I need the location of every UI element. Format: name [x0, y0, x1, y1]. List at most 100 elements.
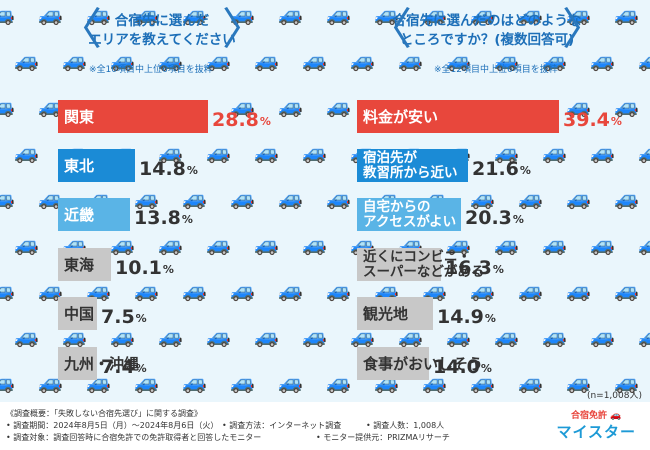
right-value-number: 14.0	[433, 356, 480, 378]
car-icon: 🚙	[110, 48, 135, 72]
left-value-unit: %	[162, 263, 174, 276]
car-icon: 🚙	[470, 370, 495, 394]
right-title-line-1: 合宿先に選んだのはどのような	[392, 13, 582, 29]
car-icon: 🚙	[350, 48, 375, 72]
left-bar	[58, 198, 130, 231]
left-value-unit: %	[259, 115, 271, 128]
car-icon: 🚙	[278, 2, 303, 26]
sample-size-note: (n=1,008人)	[586, 391, 642, 401]
car-icon: 🚙	[230, 278, 255, 302]
right-bar	[357, 347, 429, 380]
car-icon: 🚙	[206, 232, 231, 256]
car-icon: 🚙	[566, 94, 591, 118]
car-icon: 🚙	[134, 278, 159, 302]
left-value-label: 13.8%	[134, 198, 193, 231]
left-value-unit: %	[135, 312, 147, 325]
right-bar-row: 近くにコンビニ・ スーパーなどがある 16.3%	[357, 248, 504, 281]
left-category-label: 関東	[64, 107, 95, 126]
car-icon: 🚙	[230, 2, 255, 26]
car-icon: 🚙	[158, 140, 183, 164]
left-bar-row: 関東 28.8%	[58, 100, 271, 133]
car-icon: 🚙	[422, 2, 447, 26]
car-icon: 🚙	[614, 2, 639, 26]
car-icon: 🚙	[542, 48, 567, 72]
car-icon: 🚙	[374, 2, 399, 26]
car-icon: 🚙	[38, 186, 63, 210]
car-icon: 🚙	[110, 232, 135, 256]
car-icon: 🚙	[302, 324, 327, 348]
car-icon: 🚙	[518, 2, 543, 26]
right-bar-row: 食事がおいしそう 14.0%	[357, 347, 492, 380]
car-icon: 🚙	[566, 186, 591, 210]
left-title-line-1: 合宿先に選んだ	[114, 13, 210, 29]
left-value-label: 10.1%	[115, 248, 174, 281]
right-bar-row: 観光地 14.9%	[357, 297, 496, 330]
car-icon: 🚙	[86, 278, 111, 302]
car-icon: 🚙	[566, 370, 591, 394]
right-value-label: 21.6%	[472, 149, 531, 182]
left-bar-row: 中国 7.5%	[58, 297, 147, 330]
left-value-label: 7.4%	[101, 347, 147, 380]
car-icon: 🚙	[14, 140, 39, 164]
car-icon: 🚙	[254, 140, 279, 164]
car-icon: 🚙	[638, 50, 650, 70]
car-icon: 🚙	[518, 278, 543, 302]
car-icon: 🚙	[254, 232, 279, 256]
right-note: ※全12項目中上位6項目を抜粋	[434, 65, 558, 75]
car-icon: 🚙	[38, 370, 63, 394]
car-icon: 🚙	[446, 48, 471, 72]
car-icon: 🚙	[230, 370, 255, 394]
car-icon: 🚙	[182, 186, 207, 210]
right-value-label: 39.4%	[563, 100, 622, 133]
car-icon: 🚙	[134, 2, 159, 26]
right-category-label: 食事がおいしそう	[363, 354, 484, 373]
left-value-number: 28.8	[212, 109, 259, 131]
bracket-left-icon: 〈	[368, 4, 412, 55]
right-value-label: 14.9%	[437, 297, 496, 330]
car-icon: 🚙	[182, 370, 207, 394]
right-value-number: 39.4	[563, 109, 610, 131]
car-icon: 🚙	[38, 2, 63, 26]
car-icon: 🚙	[518, 370, 543, 394]
right-chart-heading: 〈 合宿先に選んだのはどのような ところですか？(複数回答可) 〉	[368, 6, 606, 56]
car-icon: 🚙	[590, 48, 615, 72]
car-icon: 🚙	[62, 48, 87, 72]
car-icon: 🚙	[14, 324, 39, 348]
right-value-label: 20.3%	[465, 198, 524, 231]
car-icon: 🚙	[398, 48, 423, 72]
left-bar-row: 九州・沖縄 7.4%	[58, 347, 147, 380]
car-icon: 🚙	[542, 140, 567, 164]
right-value-number: 14.9	[437, 306, 484, 328]
left-value-number: 7.4	[101, 356, 135, 378]
left-bar	[58, 297, 97, 330]
left-bar	[58, 347, 97, 380]
left-bar-row: 東海 10.1%	[58, 248, 174, 281]
left-value-number: 7.5	[101, 306, 135, 328]
left-category-label: 中国	[64, 304, 95, 323]
car-icon: 🚙	[350, 324, 375, 348]
right-bar-row: 自宅からの アクセスがよい 20.3%	[357, 198, 524, 231]
car-icon: 🚙	[206, 48, 231, 72]
car-icon: 🚙	[566, 278, 591, 302]
car-icon: 🚙	[158, 48, 183, 72]
car-icon: 🚙	[278, 278, 303, 302]
car-icon: 🚙	[0, 278, 15, 302]
right-category-label: 観光地	[363, 304, 409, 323]
car-icon: 🚙	[278, 186, 303, 210]
left-chart-heading: 〈 合宿先に選んだ エリアを教えてください 〉	[58, 6, 266, 56]
survey-footer: 《調査概要：「失敗しない合宿先選び」に関する調査》 • 調査期間：2024年8月…	[0, 402, 650, 450]
car-icon: 🚙	[158, 324, 183, 348]
left-category-label: 九州・沖縄	[64, 354, 140, 373]
footer-count: • 調査人数：1,008人	[366, 421, 445, 430]
left-category-label: 東海	[64, 255, 95, 274]
right-category-label: 近くにコンビニ・ スーパーなどがある	[363, 248, 485, 280]
left-bar	[58, 100, 208, 133]
car-icon: 🚙	[0, 2, 15, 26]
footer-target: • 調査対象：調査回答時に合宿免許での免許取得者と回答したモニター	[6, 433, 262, 442]
right-value-number: 20.3	[465, 207, 512, 229]
car-icon: 🚙	[470, 186, 495, 210]
car-icon: 🚙	[326, 2, 351, 26]
car-icon: 🚙	[638, 326, 650, 346]
left-value-label: 7.5%	[101, 297, 147, 330]
right-category-label: 宿泊先が 教習所から近い	[363, 149, 458, 181]
